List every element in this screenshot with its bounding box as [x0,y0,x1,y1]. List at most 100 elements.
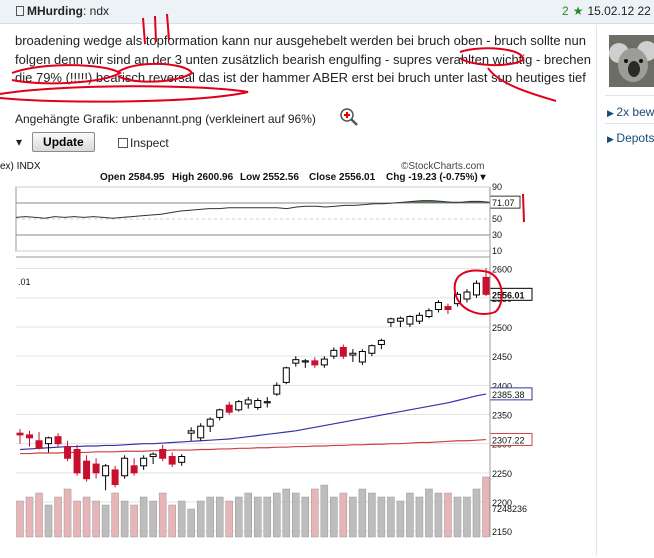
ohlc-high: High 2600.96 [172,172,234,183]
candle-body [92,463,100,474]
price-tick-label: 2400 [492,381,512,391]
candle-body [349,352,357,356]
candle-body [292,359,300,364]
candle-body [320,358,328,366]
sidebar-divider [605,123,654,124]
volume-bar [101,504,110,538]
price-tick-label: 2500 [492,323,512,333]
price-tick-label: 2200 [492,498,512,508]
candle-body [225,404,233,413]
chart-source: ©StockCharts.com [401,161,485,172]
volume-bar [54,496,62,538]
candle-body [130,465,138,474]
arrow-right-icon: ▶ [607,108,617,118]
volume-bar [377,496,386,538]
candle-body [216,409,224,418]
candle-body [244,399,252,405]
rsi-line [15,200,491,219]
author-name[interactable]: MHurding [27,4,83,18]
candle-body [482,276,490,295]
volume-bar [311,488,319,538]
zoom-in-icon[interactable] [339,107,359,127]
volume-bar [387,496,395,538]
volume-bar [254,496,262,538]
volume-bar [301,496,310,538]
inspect-checkbox[interactable] [118,138,128,148]
post-header: MHurding: ndx 2 ★ 15.02.12 22 [0,0,654,24]
volume-bar [16,500,24,538]
volume-bar [415,496,424,538]
volume-bar [158,492,167,538]
inspect-toggle[interactable]: Inspect [118,136,169,150]
sidebar-link-depots[interactable]: ▶ Depots [607,131,654,145]
price-tick-label: 2150 [492,527,512,537]
volume-bar [472,488,481,538]
candle-body [415,314,423,322]
ohlc-change: Chg -19.23 (-0.75%) ▾ [386,172,486,183]
star-icon[interactable]: ★ [572,4,584,18]
candle-body [149,453,157,457]
ohlc-open: Open 2584.95 [100,172,165,183]
candle-body [235,401,243,411]
candle-body [45,437,53,445]
volume-bar [63,488,72,538]
volume-bar [139,496,148,538]
volume-bar [339,492,348,538]
candle-body [444,306,452,310]
candle-body [121,457,129,477]
post-author[interactable]: MHurding: ndx [16,4,109,18]
rsi-tick-label: 10 [492,246,502,256]
price-tick-label: 2600 [492,265,512,275]
volume-bar [444,492,452,538]
volume-bar [358,488,367,538]
star-count: 2 [562,4,569,18]
volume-bar [292,492,300,538]
dropdown-arrow-icon[interactable]: ▾ [16,135,23,149]
volume-bar [349,496,357,538]
user-avatar[interactable] [609,35,654,87]
candle-body [26,434,34,439]
candle-body [368,345,376,354]
thread-title: : ndx [83,4,110,18]
candle-body [463,291,471,300]
candle-body [254,400,262,408]
rsi-value-label: 71.07 [492,198,515,208]
candle-body [187,430,195,434]
volume-bar [206,496,214,538]
update-button[interactable]: Update [32,132,95,152]
moving-average-slow [20,438,487,455]
candle-body [377,339,385,346]
rsi-tick-label: 90 [492,182,502,192]
volume-bar [368,492,376,538]
candle-body [396,317,404,322]
candle-body [330,349,338,357]
candle-body [102,465,110,477]
volume-bar [187,508,195,538]
attachment-caption: Angehängte Grafik: unbenannt.png (verkle… [15,112,316,126]
sidebar-link-bewertungen[interactable]: ▶ 2x bew [607,105,654,119]
candle-body [35,440,43,449]
candle-body [168,456,176,465]
candle-body [111,469,119,485]
rsi-tick-label: 50 [492,214,502,224]
volume-bar [111,492,119,538]
attachment-filename[interactable]: unbenannt.png [121,112,202,126]
volume-bar [425,488,433,538]
candle-body [387,318,395,323]
post-meta: 2 ★ 15.02.12 22 [562,4,651,18]
volume-bar [92,500,100,538]
candle-body [406,316,414,325]
volume-bar [196,500,205,538]
candle-body [472,282,480,296]
volume-bar [482,476,490,538]
candle-body [453,293,461,305]
candle-body [301,360,309,363]
post-body: broadening wedge als topformation kann n… [15,33,591,86]
candle-body [273,384,281,395]
candle-body [178,456,186,463]
price-tick-label: 2450 [492,352,512,362]
volume-bar [434,492,443,538]
candle-body [206,418,214,427]
candle-body [159,449,167,459]
stock-chart: ex) INDX ©StockCharts.com Open 2584.95 High… [0,161,533,538]
